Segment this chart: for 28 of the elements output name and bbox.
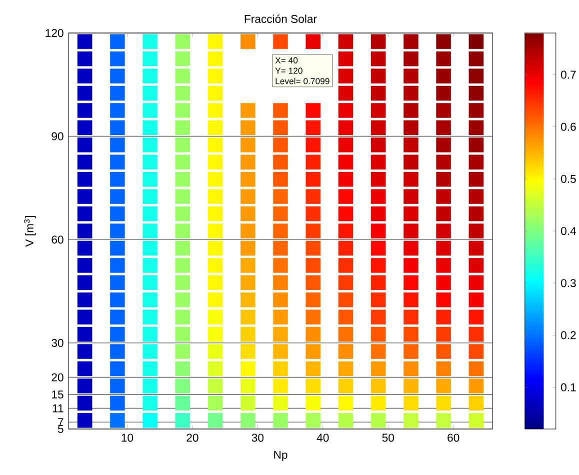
y-tick-label: 5 xyxy=(58,425,64,433)
y-tick-label: 11 xyxy=(52,404,64,412)
y-tick-label: 90 xyxy=(52,132,64,140)
color-bar-label: 0.5 xyxy=(561,174,576,183)
y-tick-label: 60 xyxy=(52,236,64,244)
y-tick-label: 20 xyxy=(52,373,64,382)
x-axis-title: Np xyxy=(274,450,288,462)
color-bar-label: 0.2 xyxy=(561,331,576,340)
color-bar-label: 0.4 xyxy=(561,226,576,235)
y-tick-label: 7 xyxy=(58,418,64,426)
y-tick-label: 30 xyxy=(52,338,64,347)
x-tick-label: 30 xyxy=(252,434,264,442)
y-tick-label: 15 xyxy=(52,390,64,398)
y-axis-title: V [m$^{3}$] xyxy=(24,216,36,247)
annotation: Y= 120 xyxy=(275,68,302,74)
x-tick-label: 40 xyxy=(316,434,329,442)
annotation: Level= 0.7099 xyxy=(276,78,330,84)
x-tick-label: 20 xyxy=(186,434,198,442)
x-tick-label: 10 xyxy=(122,434,134,442)
x-tick-label: 50 xyxy=(382,434,394,442)
y-tick-label: 120 xyxy=(46,28,64,37)
x-tick-label: 60 xyxy=(448,434,460,442)
color-bar-label: 0.6 xyxy=(561,122,576,131)
color-bar-label: 0.3 xyxy=(561,279,576,288)
annotation: X= 40 xyxy=(275,57,298,64)
chart-title: Fracción Solar xyxy=(244,14,317,23)
color-bar-label: 0.1 xyxy=(561,383,576,392)
color-bar-label: 0.7 xyxy=(561,70,576,79)
